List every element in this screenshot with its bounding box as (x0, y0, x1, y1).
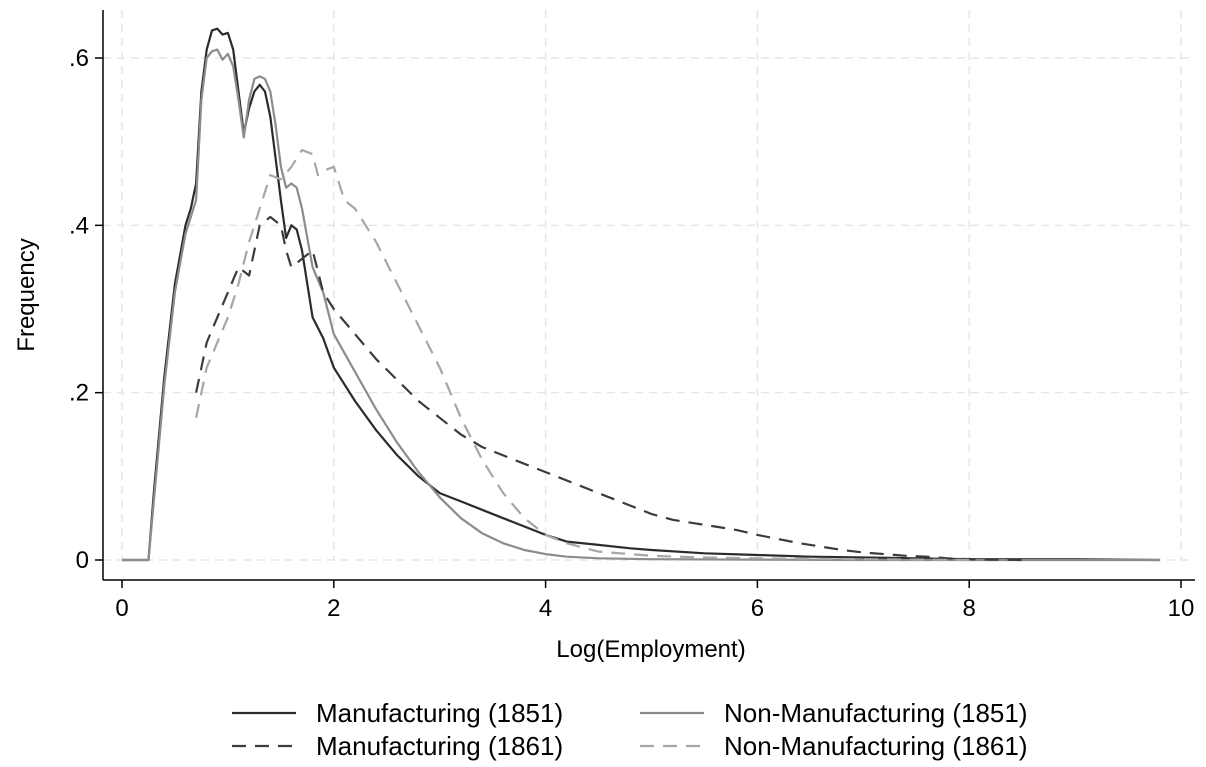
x-tick-label: 2 (327, 595, 340, 622)
x-tick-label: 4 (539, 595, 552, 622)
x-tick-label: 8 (963, 595, 976, 622)
x-axis-title: Log(Employment) (556, 636, 745, 663)
y-axis-title: Frequency (13, 238, 40, 351)
y-tick-label: .4 (69, 212, 89, 239)
x-tick-label: 6 (751, 595, 764, 622)
legend-label-0: Manufacturing (1851) (316, 698, 563, 728)
legend-label-2: Manufacturing (1861) (316, 731, 563, 761)
legend-label-1: Non-Manufacturing (1851) (724, 698, 1028, 728)
y-tick-label: .6 (69, 45, 89, 72)
x-tick-label: 0 (115, 595, 128, 622)
y-tick-label: .2 (69, 380, 89, 407)
x-tick-label: 10 (1168, 595, 1195, 622)
legend-label-3: Non-Manufacturing (1861) (724, 731, 1028, 761)
y-tick-label: 0 (76, 547, 89, 574)
